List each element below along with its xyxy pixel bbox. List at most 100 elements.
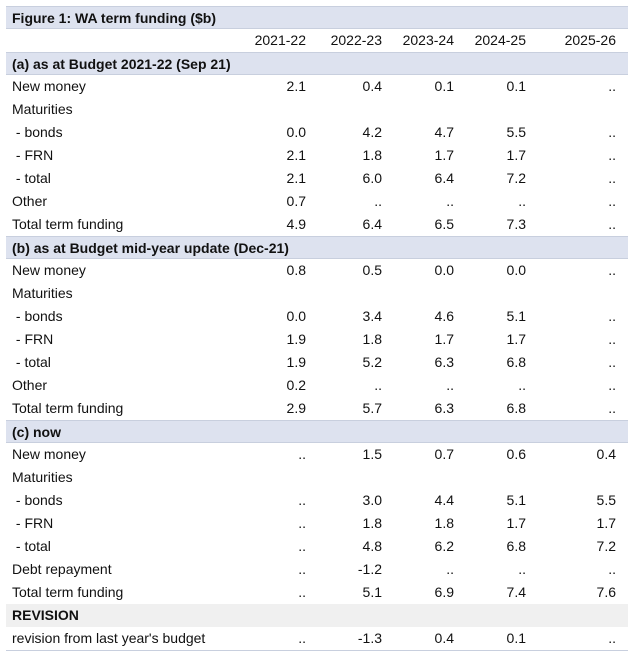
row-value: 1.5 (362, 446, 382, 462)
table-row: - FRN 2.1 1.8 1.7 1.7.. (6, 144, 628, 167)
row-value: 4.8 (362, 538, 382, 554)
row-value: 3.0 (362, 492, 382, 508)
row-value: 6.9 (434, 584, 454, 600)
row-value: 5.1 (506, 308, 526, 324)
row-value: 6.4 (362, 216, 382, 232)
row-value: 2.1 (286, 170, 306, 186)
row-value: 0.7 (434, 446, 454, 462)
row-value: 0.5 (362, 262, 382, 278)
column-header-2022-23: 2022-23 (330, 32, 382, 48)
table-row: - bonds 0.0 4.2 4.7 5.5.. (6, 121, 628, 144)
row-value: 1.8 (362, 515, 382, 531)
row-value: .. (608, 630, 616, 646)
row-value: 6.8 (506, 354, 526, 370)
row-value: .. (518, 193, 526, 209)
row-label: Total term funding (12, 216, 124, 232)
row-value: 7.2 (596, 538, 616, 554)
revision-row: revision from last year's budget.. -1.3 0.… (6, 627, 628, 651)
row-value: .. (374, 377, 382, 393)
row-value: 6.8 (506, 538, 526, 554)
figure-title: Figure 1: WA term funding ($b) (12, 10, 217, 26)
row-label: Debt repayment (12, 561, 112, 577)
row-value: 0.0 (286, 124, 306, 140)
row-value: 1.7 (506, 331, 526, 347)
row-label: - total (12, 354, 51, 370)
row-label: revision from last year's budget (12, 630, 206, 646)
row-value: 1.7 (506, 147, 526, 163)
row-label: - FRN (12, 331, 54, 347)
row-value: 0.4 (596, 446, 616, 462)
row-value: .. (518, 561, 526, 577)
row-label: Other (12, 377, 48, 393)
row-label: - FRN (12, 515, 54, 531)
row-value: 4.2 (362, 124, 382, 140)
row-value: 6.4 (434, 170, 454, 186)
row-value: 4.6 (434, 308, 454, 324)
row-value: 0.7 (286, 193, 306, 209)
row-value: 0.2 (286, 377, 306, 393)
section-heading-row: (c) now (6, 420, 628, 443)
row-label: Maturities (12, 469, 73, 485)
row-label: Other (12, 193, 48, 209)
table-row: New money.. 1.5 0.7 0.6 0.4 (6, 443, 628, 466)
row-value: 5.7 (362, 400, 382, 416)
row-value: .. (446, 377, 454, 393)
row-label: - total (12, 538, 51, 554)
row-value: 1.7 (506, 515, 526, 531)
section-heading: (c) now (12, 424, 61, 440)
table-row: Maturities (6, 282, 628, 305)
row-value: 7.3 (506, 216, 526, 232)
row-value: .. (608, 216, 616, 232)
row-value: 5.1 (362, 584, 382, 600)
row-label: - bonds (12, 124, 63, 140)
row-value: 0.1 (506, 78, 526, 94)
row-value: 1.9 (286, 354, 306, 370)
table-row: - total 2.1 6.0 6.4 7.2.. (6, 167, 628, 190)
row-label: New money (12, 262, 86, 278)
row-value: .. (608, 561, 616, 577)
row-value: .. (298, 492, 306, 508)
column-header-2021-22: 2021-22 (254, 32, 306, 48)
row-value: .. (608, 377, 616, 393)
row-value: .. (608, 170, 616, 186)
row-value: .. (298, 630, 306, 646)
row-value: .. (608, 354, 616, 370)
row-label: - total (12, 170, 51, 186)
row-value: 5.1 (506, 492, 526, 508)
row-value: 0.6 (506, 446, 526, 462)
table-row: Total term funding 4.9 6.4 6.5 7.3.. (6, 213, 628, 236)
row-value: 0.1 (434, 78, 454, 94)
row-value: .. (446, 561, 454, 577)
row-value: .. (608, 193, 616, 209)
row-value: .. (608, 262, 616, 278)
row-value: 0.8 (286, 262, 306, 278)
figure-title-row: Figure 1: WA term funding ($b) (6, 6, 628, 29)
row-value: .. (608, 147, 616, 163)
row-value: .. (608, 78, 616, 94)
table-row: Debt repayment.. -1.2...... (6, 558, 628, 581)
revision-heading: REVISION (12, 607, 79, 623)
row-value: .. (608, 124, 616, 140)
section-heading-row: (a) as at Budget 2021-22 (Sep 21) (6, 52, 628, 75)
table-row: Total term funding.. 5.1 6.9 7.4 7.6 (6, 581, 628, 604)
row-value: .. (298, 515, 306, 531)
row-value: .. (608, 331, 616, 347)
row-value: 5.5 (596, 492, 616, 508)
row-value: .. (608, 308, 616, 324)
row-value: 4.9 (286, 216, 306, 232)
section-heading: (b) as at Budget mid-year update (Dec-21… (12, 240, 289, 256)
column-header-row: 2021-22 2022-23 2023-24 2024-25 2025-26 (6, 29, 628, 52)
row-value: 2.1 (286, 78, 306, 94)
section-heading-row: (b) as at Budget mid-year update (Dec-21… (6, 236, 628, 259)
row-value: 6.3 (434, 400, 454, 416)
table-row: New money 2.1 0.4 0.1 0.1.. (6, 75, 628, 98)
section-heading: (a) as at Budget 2021-22 (Sep 21) (12, 56, 231, 72)
table-row: - FRN.. 1.8 1.8 1.7 1.7 (6, 512, 628, 535)
row-value: 7.2 (506, 170, 526, 186)
row-value: 0.0 (506, 262, 526, 278)
row-label: - bonds (12, 492, 63, 508)
table-row: - bonds 0.0 3.4 4.6 5.1.. (6, 305, 628, 328)
row-value: 5.2 (362, 354, 382, 370)
column-header-2023-24: 2023-24 (402, 32, 454, 48)
row-value: 1.9 (286, 331, 306, 347)
